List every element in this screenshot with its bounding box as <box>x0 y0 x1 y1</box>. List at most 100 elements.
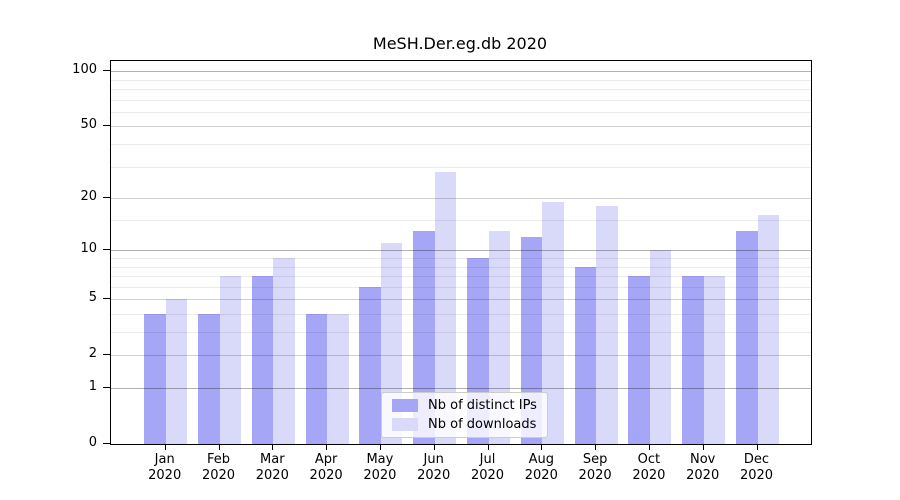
y-tick-label-1: 1 <box>88 379 97 394</box>
x-axis-tick-may <box>379 444 381 450</box>
y-axis-tick-10 <box>103 249 110 251</box>
x-axis-tick-oct <box>648 444 650 450</box>
bar-ips-dec <box>736 230 758 444</box>
x-tick-label-jul: Jul 2020 <box>471 452 504 484</box>
x-tick-month: Apr <box>314 452 338 467</box>
y-axis-tick-2 <box>103 354 110 356</box>
x-axis-tick-sep <box>595 444 597 450</box>
y-axis-tick-1 <box>103 387 110 388</box>
x-tick-label-jun: Jun 2020 <box>417 452 450 484</box>
x-axis-tick-jul <box>487 444 489 450</box>
gridline-100 <box>111 71 811 73</box>
bar-downloads-mar <box>273 258 295 444</box>
x-tick-label-feb: Feb 2020 <box>202 452 235 484</box>
bar-downloads-dec <box>757 215 779 444</box>
x-tick-month: Oct <box>637 452 661 467</box>
y-tick-label-10: 10 <box>80 241 97 257</box>
bar-downloads-jan <box>165 299 188 444</box>
x-tick-month: Dec <box>743 452 770 467</box>
bar-ips-sep <box>574 266 597 444</box>
chart-title: MeSH.Der.eg.db 2020 <box>372 34 548 53</box>
bar-ips-jan <box>144 314 166 444</box>
x-tick-year: 2020 <box>201 468 236 483</box>
x-axis-tick-aug <box>541 444 543 450</box>
x-tick-month: Jun <box>423 452 444 467</box>
gridline-5 <box>111 299 811 301</box>
x-tick-year: 2020 <box>363 468 397 483</box>
y-axis-tick-50 <box>103 125 110 127</box>
bar-ips-nov <box>682 276 704 444</box>
x-tick-label-aug: Aug 2020 <box>525 452 558 484</box>
legend-swatch-downloads <box>392 418 418 431</box>
gridline-9 <box>111 258 811 259</box>
bar-ips-mar <box>251 276 274 444</box>
x-axis-tick-apr <box>326 444 328 450</box>
x-tick-label-apr: Apr 2020 <box>310 452 343 484</box>
plot-area <box>110 60 812 445</box>
legend: Nb of distinct IPs Nb of downloads <box>381 392 548 438</box>
gridline-15 <box>111 220 811 222</box>
x-tick-year: 2020 <box>632 468 666 483</box>
x-tick-year: 2020 <box>309 468 343 483</box>
y-tick-label-0: 0 <box>88 435 97 450</box>
x-tick-label-may: May 2020 <box>363 452 396 484</box>
gridline-50 <box>111 126 811 128</box>
gridline-60 <box>111 111 811 113</box>
x-tick-year: 2020 <box>417 468 451 483</box>
y-axis-tick-100 <box>103 70 110 72</box>
x-tick-year: 2020 <box>255 468 289 483</box>
y-tick-label-100: 100 <box>72 62 97 78</box>
x-tick-label-sep: Sep 2020 <box>579 452 612 484</box>
gridline-10 <box>111 250 811 252</box>
x-tick-year: 2020 <box>578 468 612 483</box>
y-axis-tick-5 <box>103 298 110 300</box>
x-tick-label-oct: Oct 2020 <box>632 452 665 484</box>
y-tick-label-5: 5 <box>88 290 97 306</box>
gridline-70 <box>111 99 811 101</box>
legend-swatch-distinct-ips <box>392 399 418 412</box>
y-axis-tick-0 <box>103 443 110 444</box>
gridline-1 <box>111 388 811 389</box>
x-tick-label-jan: Jan 2020 <box>148 452 181 484</box>
bar-downloads-feb <box>219 276 241 444</box>
x-tick-month: Nov <box>690 452 716 467</box>
bar-ips-feb <box>198 314 220 444</box>
legend-item-downloads: Nb of downloads <box>392 417 537 432</box>
x-tick-year: 2020 <box>739 468 774 483</box>
x-tick-month: Aug <box>528 452 554 467</box>
bar-downloads-apr <box>327 314 349 444</box>
x-axis-tick-nov <box>702 444 704 450</box>
y-tick-label-50: 50 <box>80 117 97 133</box>
x-tick-label-dec: Dec 2020 <box>740 452 773 484</box>
gridline-20 <box>111 198 811 200</box>
gridline-30 <box>111 166 811 168</box>
x-axis-tick-jan <box>164 444 166 450</box>
legend-label-distinct-ips: Nb of distinct IPs <box>428 398 537 413</box>
gridline-2 <box>111 355 811 357</box>
x-tick-month: Mar <box>260 452 285 467</box>
x-axis-tick-feb <box>218 444 220 450</box>
x-tick-month: Jul <box>479 452 496 467</box>
x-axis-tick-mar <box>272 444 274 450</box>
x-axis-tick-dec <box>756 444 758 450</box>
bar-downloads-nov <box>703 276 726 444</box>
x-tick-month: Jan <box>154 452 175 467</box>
x-tick-year: 2020 <box>470 468 505 483</box>
gridline-8 <box>111 266 811 268</box>
x-tick-month: May <box>366 452 394 467</box>
x-tick-label-mar: Mar 2020 <box>256 452 289 484</box>
y-tick-label-20: 20 <box>80 189 97 205</box>
x-tick-month: Feb <box>206 452 231 467</box>
x-tick-label-nov: Nov 2020 <box>686 452 719 484</box>
bar-downloads-sep <box>596 206 618 444</box>
gridline-4 <box>111 313 811 315</box>
bar-ips-jun <box>413 230 435 444</box>
bar-ips-apr <box>305 314 328 444</box>
gridline-3 <box>111 332 811 334</box>
y-axis-tick-20 <box>103 197 110 199</box>
x-tick-year: 2020 <box>686 468 720 483</box>
gridline-80 <box>111 89 811 91</box>
bar-downloads-oct <box>649 250 672 444</box>
gridline-90 <box>111 79 811 81</box>
